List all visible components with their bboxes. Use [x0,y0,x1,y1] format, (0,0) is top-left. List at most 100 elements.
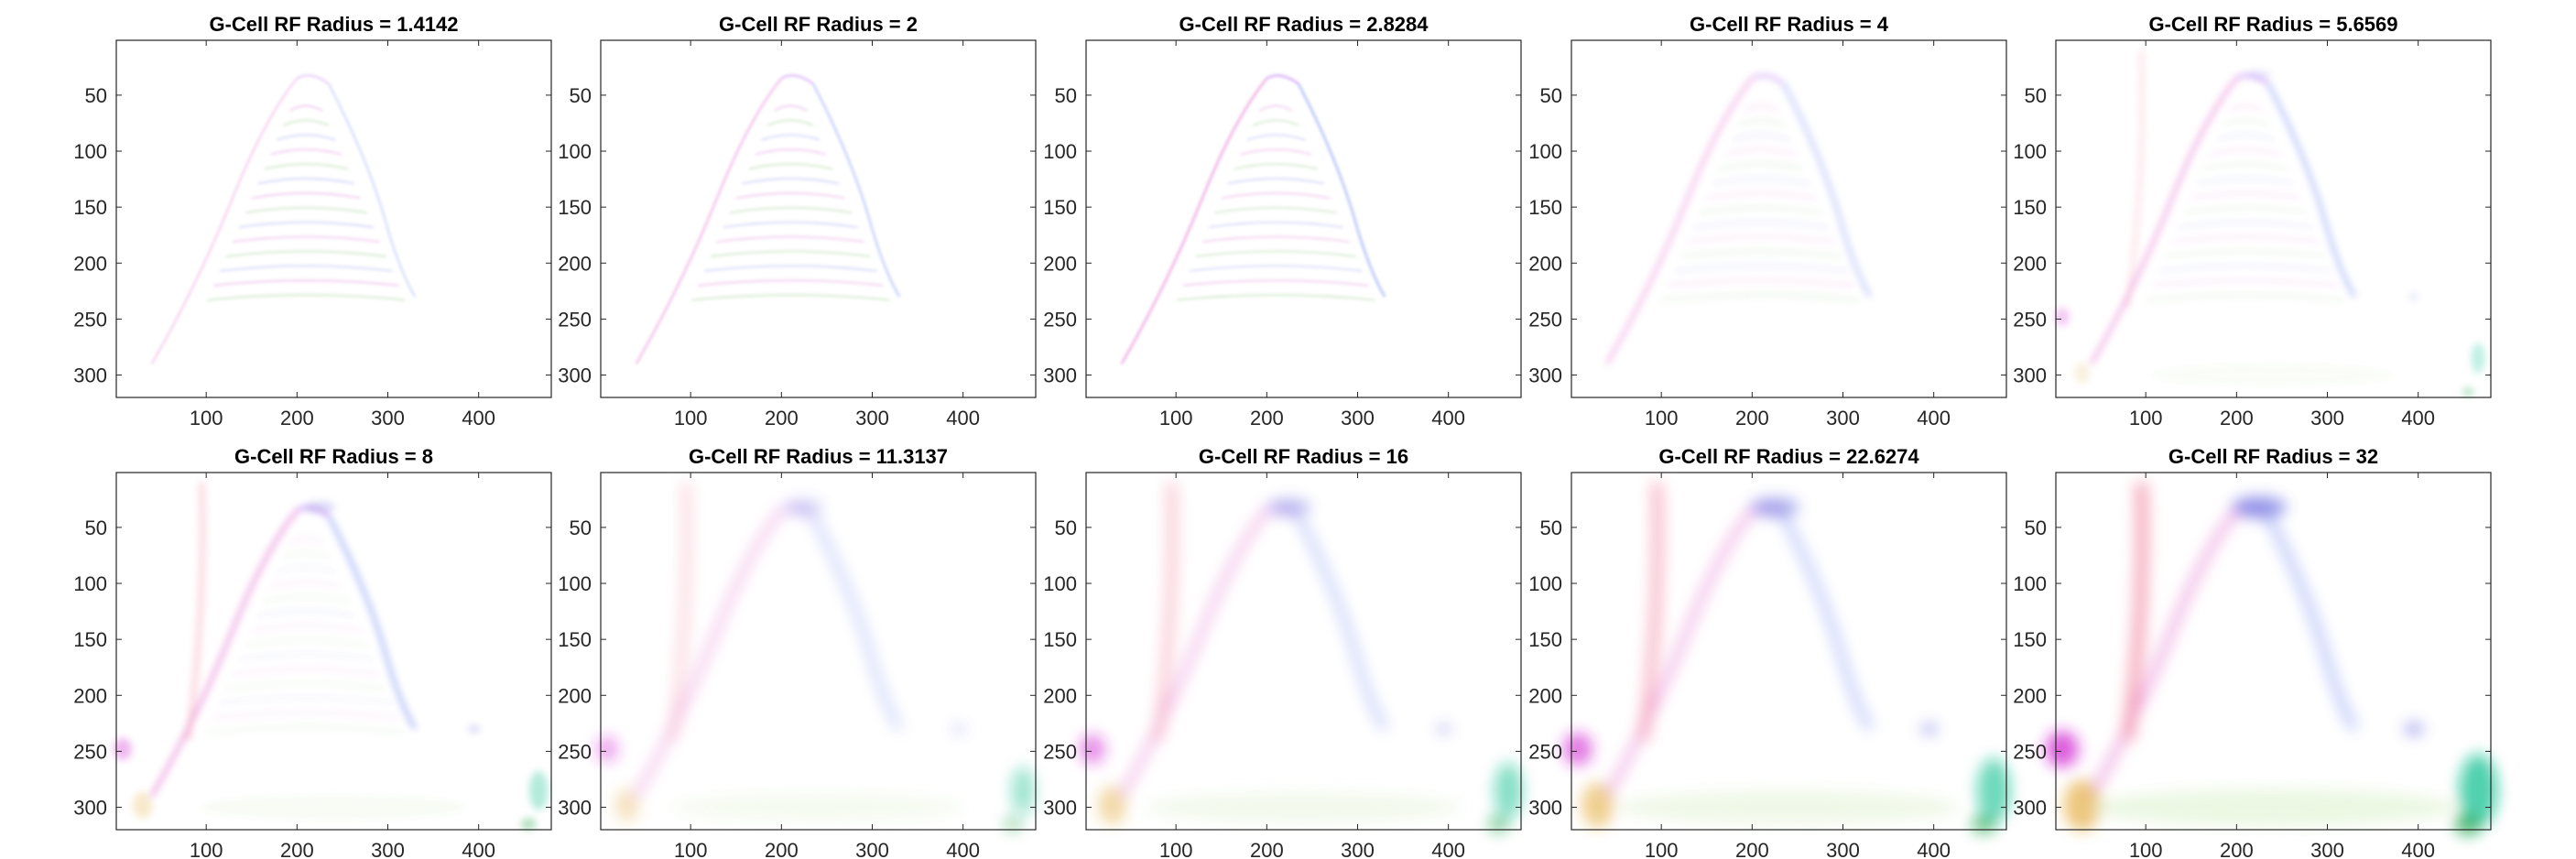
y-tick-label: 150 [2013,628,2047,651]
y-tick-label: 300 [2013,797,2047,820]
y-tick-label: 100 [2013,572,2047,595]
axes-box [115,39,552,398]
y-tick-label: 300 [73,364,107,387]
x-tick-label: 100 [674,407,708,430]
y-tick-label: 200 [73,684,107,707]
x-tick-label: 400 [462,839,495,859]
y-tick-label: 100 [73,140,107,163]
axes-box [1571,472,2007,831]
y-tick-label: 100 [558,572,592,595]
edge-left-flank [1604,508,1755,798]
heatmap-image [2054,40,2491,397]
edge-left-flank [635,77,783,364]
coarse-features [113,482,549,831]
y-tick-label: 50 [1540,84,1562,107]
edge-peak [1751,74,1785,85]
subplot-title: G-Cell RF Radius = 1.4142 [209,13,458,36]
x-tick-label: 300 [2310,407,2344,430]
y-tick-label: 100 [1043,140,1077,163]
y-tick-label: 300 [1528,364,1562,387]
edge-right-flank [811,515,902,731]
edge-left-flank [1120,77,1268,364]
y-tick-label: 250 [2013,740,2047,763]
edge-peak [1266,74,1299,85]
subplot-7: 100 200 300 400 50 100 150 200 250 300 G-Cell RF R… [558,445,1037,859]
edge-right-flank [1781,515,1873,731]
striation-texture [1177,104,1375,301]
y-tick-label: 50 [1055,516,1077,539]
x-tick-label: 200 [1735,839,1769,859]
x-tick-label: 200 [765,839,799,859]
subplot-1: 100 200 300 400 50 100 150 200 250 300 G-Cell RF R… [73,13,552,430]
x-tick-label: 100 [1645,839,1679,859]
axes-box [1571,39,2007,398]
striation-texture [691,104,890,301]
x-tick-label: 400 [2401,407,2435,430]
x-tick-label: 300 [1826,407,1860,430]
x-tick-label: 400 [462,407,495,430]
axes-box [600,472,1037,831]
coarse-features [1562,482,2011,834]
edge-right-flank [1297,83,1386,298]
axes-box [1085,39,1522,398]
x-tick-label: 200 [2220,839,2254,859]
y-tick-label: 150 [73,196,107,219]
y-tick-label: 50 [2025,84,2047,107]
subplot-title: G-Cell RF Radius = 2 [719,13,918,36]
x-tick-label: 200 [280,839,314,859]
axes-box [115,472,552,831]
edge-left-flank [151,78,298,364]
x-tick-label: 100 [1159,839,1193,859]
x-tick-label: 200 [1250,407,1284,430]
y-tick-label: 250 [1043,308,1077,331]
subplot-title: G-Cell RF Radius = 16 [1199,445,1408,468]
y-tick-label: 300 [2013,364,2047,387]
subplot-title: G-Cell RF Radius = 4 [1690,13,1889,36]
y-tick-label: 50 [1540,516,1562,539]
x-tick-label: 200 [765,407,799,430]
axes-box [2055,39,2492,398]
y-tick-label: 200 [2013,684,2047,707]
y-tick-label: 200 [558,252,592,275]
y-tick-label: 200 [1528,252,1562,275]
subplot-5: 100 200 300 400 50 100 150 200 250 300 G-Cell RF R… [2013,13,2492,430]
heatmap-image [601,40,1036,397]
x-tick-label: 100 [1645,407,1679,430]
x-tick-label: 400 [1917,839,1951,859]
y-tick-label: 200 [558,684,592,707]
subplot-title: G-Cell RF Radius = 22.6274 [1658,445,1919,468]
heatmap-image [2045,473,2498,835]
x-tick-label: 300 [2310,839,2344,859]
y-tick-label: 50 [85,516,107,539]
y-tick-label: 250 [73,740,107,763]
y-tick-label: 150 [558,628,592,651]
striation-texture [207,537,406,734]
y-tick-label: 300 [1528,797,1562,820]
y-tick-label: 150 [1043,628,1077,651]
y-tick-label: 100 [1528,140,1562,163]
y-tick-label: 250 [558,308,592,331]
subplot-4: 100 200 300 400 50 100 150 200 250 300 G-Cell RF R… [1528,13,2007,430]
edge-peak [296,74,330,85]
x-tick-label: 300 [371,407,405,430]
edge-left-flank [1119,509,1269,798]
subplot-10: 100 200 300 400 50 100 150 200 250 300 G-Cell RF R… [2013,445,2498,859]
y-tick-label: 100 [73,572,107,595]
x-tick-label: 200 [2220,407,2254,430]
edge-peak [780,74,814,85]
coarse-features [2054,49,2485,397]
x-tick-label: 300 [1341,407,1375,430]
x-tick-label: 400 [946,407,980,430]
edge-right-flank [328,83,416,298]
y-tick-label: 300 [1043,364,1077,387]
y-tick-label: 200 [1043,252,1077,275]
subplot-8: 100 200 300 400 50 100 150 200 250 300 G-Cell RF R… [1043,445,1523,859]
y-tick-label: 50 [1055,84,1077,107]
coarse-features [595,482,1036,832]
x-tick-label: 400 [1917,407,1951,430]
subplot-9: 100 200 300 400 50 100 150 200 250 300 G-Cell RF R… [1528,445,2011,859]
x-tick-label: 300 [371,839,405,859]
x-tick-label: 400 [2401,839,2435,859]
subplot-title: G-Cell RF Radius = 5.6569 [2148,13,2397,36]
